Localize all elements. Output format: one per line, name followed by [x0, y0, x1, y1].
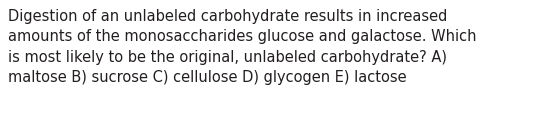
Text: Digestion of an unlabeled carbohydrate results in increased
amounts of the monos: Digestion of an unlabeled carbohydrate r…	[8, 9, 477, 85]
